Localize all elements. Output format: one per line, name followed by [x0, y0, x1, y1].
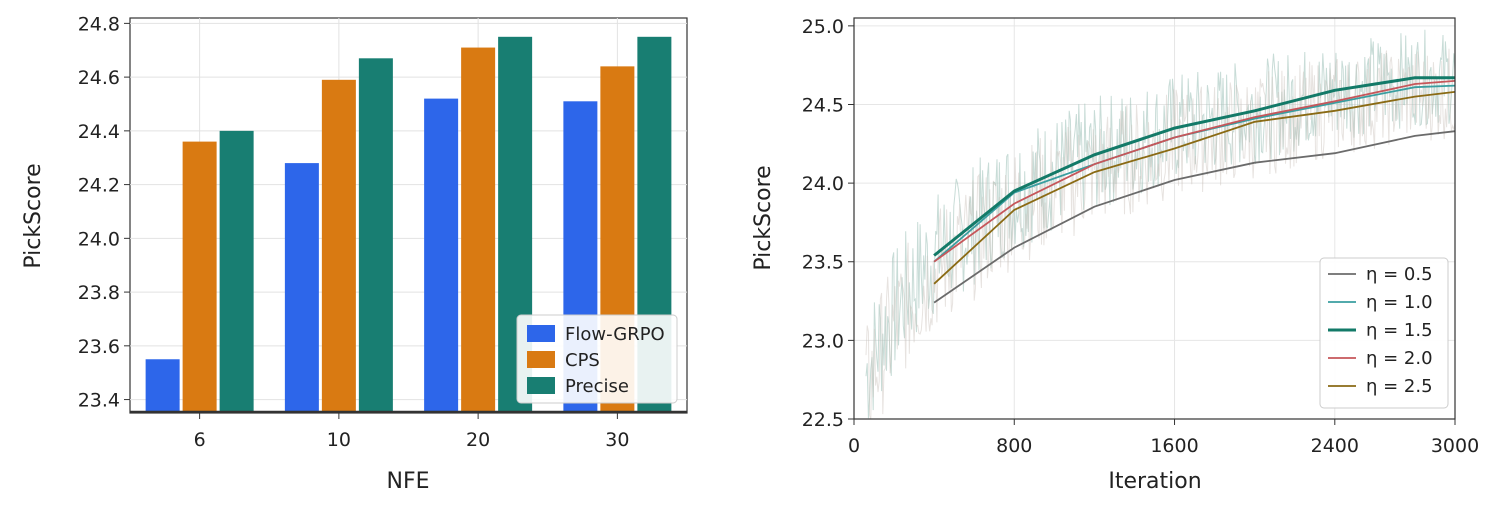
- line-x-ticks: 0 800 1600 2400 3000: [848, 419, 1479, 457]
- bar-y-tick-label: 24.8: [78, 13, 120, 35]
- bar-cps-6: [182, 141, 217, 413]
- line-y-tick-label: 24.0: [802, 173, 844, 195]
- bar-y-ticks: 23.4 23.6 23.8 24.0 24.2 24.4 24.6 24.8: [78, 13, 130, 412]
- line-y-ticks: 22.5 23.0 23.5 24.0 24.5 25.0: [802, 16, 854, 431]
- line-y-axis-label: PickScore: [751, 165, 776, 270]
- line-plot-frame: [853, 17, 1456, 420]
- bar-legend-box: [516, 314, 678, 404]
- line-x-tick-label: 2400: [1311, 435, 1359, 457]
- bar-legend-swatch: [527, 351, 555, 368]
- line-y-tick-label: 23.5: [802, 252, 844, 274]
- line-legend-label: η = 2.5: [1366, 376, 1433, 397]
- line-y-tick-label: 23.0: [802, 330, 844, 352]
- line-x-tick-label: 1600: [1150, 435, 1198, 457]
- bar-precise-6: [219, 130, 254, 413]
- line-y-tick-label: 25.0: [802, 16, 844, 38]
- bar-legend-label: CPS: [565, 350, 600, 371]
- bar-y-tick-label: 24.0: [78, 228, 120, 250]
- line-chart-panel: 22.5 23.0 23.5 24.0 24.5 25.0 0 800 1600 2400 300…: [751, 16, 1479, 494]
- bar-cps-20: [461, 47, 496, 413]
- bar-legend-label: Precise: [565, 376, 629, 397]
- line-marks: [933, 76, 1455, 304]
- bar-x-axis-label: NFE: [386, 469, 429, 494]
- line-x-tick-label: 0: [848, 435, 860, 457]
- bar-precise-10: [358, 58, 393, 413]
- line-y-tick-label: 24.5: [802, 94, 844, 116]
- bar-y-axis-label: PickScore: [21, 163, 46, 268]
- bar-legend: Flow-GRPO CPS Precise: [516, 314, 678, 404]
- bar-legend-label: Flow-GRPO: [565, 324, 665, 345]
- series-line-eta-4: [933, 80, 1455, 263]
- bar-x-tick-label: 10: [327, 429, 351, 451]
- line-legend-label: η = 0.5: [1366, 264, 1433, 285]
- bar-x-tick-label: 30: [605, 429, 629, 451]
- line-legend: η = 0.5 η = 1.0 η = 1.5 η = 2.0 η = 2.5: [1319, 257, 1449, 409]
- bar-cps-10: [321, 79, 356, 413]
- line-raw-noise: [865, 29, 1455, 419]
- bar-x-ticks: 6 10 20 30: [194, 413, 629, 451]
- line-legend-label: η = 1.5: [1366, 320, 1433, 341]
- bar-y-tick-label: 24.2: [78, 175, 120, 197]
- bar-legend-swatch: [527, 377, 555, 394]
- bar-chart-panel: 23.4 23.6 23.8 24.0 24.2 24.4 24.6 24.8 6 10 20 30…: [21, 13, 688, 494]
- bar-marks: [130, 36, 687, 414]
- bar-y-tick-label: 23.4: [78, 390, 120, 412]
- series-line-eta-3: [933, 76, 1455, 257]
- bar-x-tick-label: 6: [194, 429, 206, 451]
- line-legend-box: [1319, 257, 1449, 409]
- line-y-tick-label: 22.5: [802, 409, 844, 431]
- series-line-eta-5: [933, 91, 1455, 285]
- raw-trace-noise: [865, 29, 1455, 419]
- line-x-tick-label: 3000: [1431, 435, 1479, 457]
- bar-y-tick-label: 23.8: [78, 282, 120, 304]
- line-legend-label: η = 2.0: [1366, 348, 1433, 369]
- bar-y-tick-label: 24.4: [78, 121, 120, 143]
- bar-x-tick-label: 20: [466, 429, 490, 451]
- series-line-eta-1: [933, 130, 1455, 304]
- bar-y-tick-label: 23.6: [78, 336, 120, 358]
- bar-flow-grpo-6: [145, 359, 180, 413]
- line-x-axis-label: Iteration: [1108, 469, 1201, 494]
- bar-y-tick-label: 24.6: [78, 67, 120, 89]
- bar-flow-grpo-10: [284, 163, 319, 413]
- bar-flow-grpo-20: [424, 98, 459, 413]
- bar-legend-swatch: [527, 325, 555, 342]
- line-legend-label: η = 1.0: [1366, 292, 1433, 313]
- line-x-tick-label: 800: [996, 435, 1032, 457]
- raw-trace-noise: [865, 48, 1455, 419]
